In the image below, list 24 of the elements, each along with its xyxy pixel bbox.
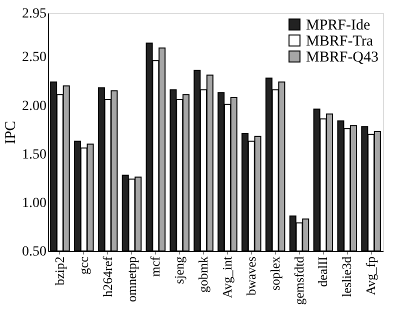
x-tick-label: bwaves [243, 256, 258, 296]
x-tick-label: h264ref [100, 256, 115, 297]
y-tick-label: 0.50 [22, 244, 46, 260]
legend-label: MBRF-Tra [306, 34, 374, 50]
x-tick-label: bzip2 [52, 256, 67, 286]
x-tick-label: gemsfdtd [291, 256, 306, 305]
x-tick-label: omnetpp [124, 256, 139, 302]
x-tick-label: sjeng [172, 256, 187, 284]
legend-label: MPRF-Ide [306, 18, 371, 34]
y-tick-label: 2.95 [22, 6, 46, 22]
x-tick-label: leslie3d [339, 256, 354, 297]
legend-label: MBRF-Q43 [306, 50, 379, 66]
y-axis-title: IPC [3, 120, 19, 144]
x-tick-label: Avg_fp [363, 256, 378, 296]
y-tick-label: 2.00 [22, 98, 46, 114]
x-tick-label: soplex [267, 256, 282, 290]
y-tick-label: 2.50 [22, 50, 46, 66]
y-tick-label: 1.50 [22, 147, 46, 162]
x-tick-label: dealII [315, 256, 330, 287]
y-tick-label: 1.00 [22, 196, 46, 211]
x-tick-label: gobmk [196, 256, 211, 293]
x-tick-label: gcc [76, 256, 91, 275]
x-tick-label: Avg_int [219, 256, 234, 298]
x-tick-label: mcf [148, 256, 163, 277]
